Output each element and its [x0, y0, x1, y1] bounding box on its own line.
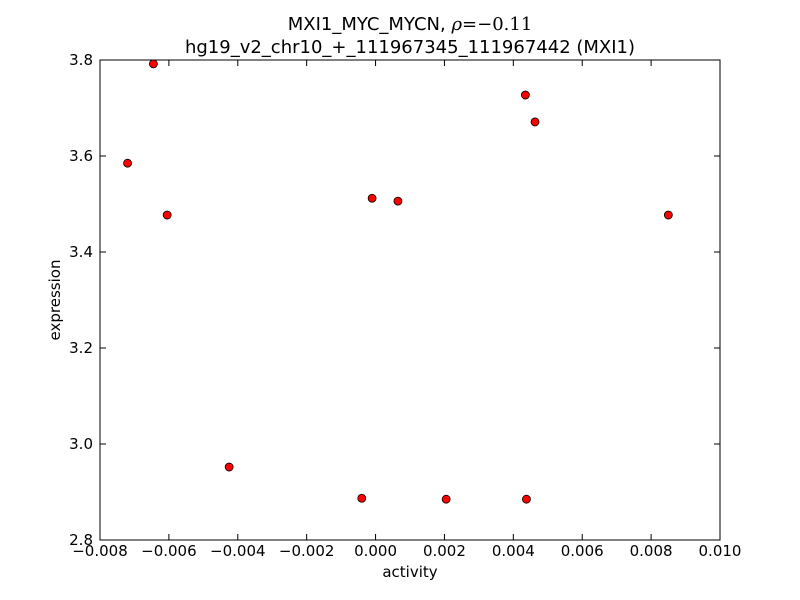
plot-frame — [99, 59, 721, 541]
data-point — [663, 210, 673, 220]
x-tick-label: −0.006 — [141, 542, 197, 560]
x-tick-label: 0.002 — [423, 542, 466, 560]
chart-title-rho-symbol: ρ — [450, 14, 462, 35]
data-point — [522, 494, 531, 504]
data-point — [367, 193, 377, 203]
y-tick-label: 3.2 — [69, 339, 93, 357]
data-point — [393, 196, 403, 206]
x-tick-label: 0.004 — [492, 542, 535, 560]
data-point — [123, 158, 132, 168]
y-tick-label: 3.0 — [69, 435, 93, 453]
chart-title-prefix: MXI1_MYC_MYCN, — [288, 14, 452, 35]
x-tick-label: −0.004 — [210, 542, 266, 560]
data-points — [123, 59, 673, 504]
data-point — [162, 210, 172, 220]
x-axis-label: activity — [382, 563, 437, 581]
chart-title-line2: hg19_v2_chr10_+_111967345_111967442 (MXI… — [185, 37, 635, 58]
y-tick-labels: 2.8 3.0 3.2 3.4 3.6 3.8 — [69, 51, 93, 549]
axis-ticks — [99, 59, 721, 541]
x-tick-label: −0.008 — [72, 542, 128, 560]
x-tick-label: 0.008 — [630, 542, 673, 560]
y-tick-label: 2.8 — [69, 531, 93, 549]
data-point — [357, 493, 367, 503]
x-tick-labels: −0.008 −0.006 −0.004 −0.002 0.000 0.002 0.004 0… — [72, 542, 741, 560]
x-tick-label: 0.010 — [699, 542, 742, 560]
x-tick-label: 0.000 — [354, 542, 397, 560]
chart-title-rho-value: =−0.11 — [462, 14, 532, 35]
y-axis-label: expression — [46, 260, 64, 341]
data-point — [520, 90, 530, 100]
chart-title-line1: MXI1_MYC_MYCN, ρ=−0.11 — [288, 14, 533, 35]
y-tick-label: 3.4 — [69, 243, 93, 261]
data-point — [530, 117, 540, 127]
y-tick-label: 3.8 — [69, 51, 93, 69]
x-tick-label: −0.002 — [279, 542, 335, 560]
y-tick-label: 3.6 — [69, 147, 93, 165]
data-point — [224, 462, 234, 472]
data-point — [148, 59, 158, 69]
x-tick-label: 0.006 — [561, 542, 604, 560]
data-point — [441, 494, 451, 504]
